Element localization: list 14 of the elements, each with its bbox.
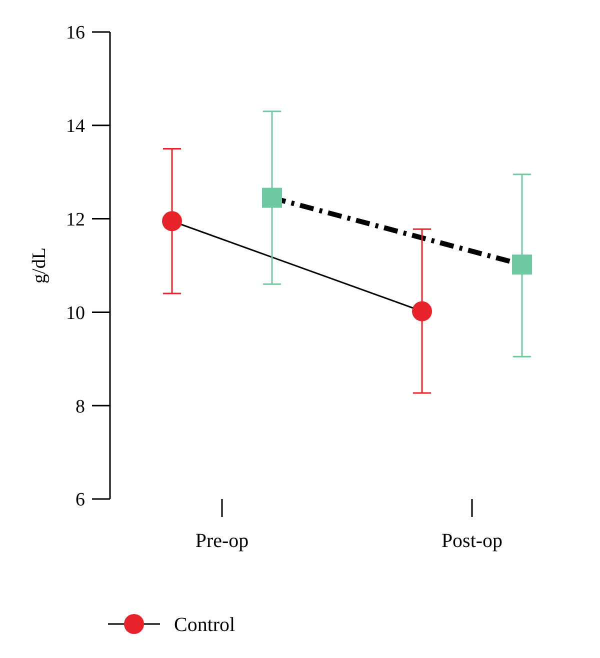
legend-label: Control [174, 614, 236, 636]
y-tick-label: 6 [76, 490, 85, 511]
y-tick-label: 14 [66, 116, 86, 138]
point [412, 301, 432, 322]
x-tick-label: Post-op [441, 530, 503, 552]
y-tick-label: 16 [66, 22, 85, 44]
y-tick-label: 8 [76, 396, 85, 418]
point [162, 211, 182, 232]
y-tick-label: 10 [66, 302, 85, 324]
point [512, 254, 532, 275]
y-tick-label: 12 [66, 209, 85, 230]
x-tick-label: Pre-op [195, 530, 249, 552]
y-axis-title: g/dL [29, 248, 50, 284]
point [262, 188, 282, 208]
